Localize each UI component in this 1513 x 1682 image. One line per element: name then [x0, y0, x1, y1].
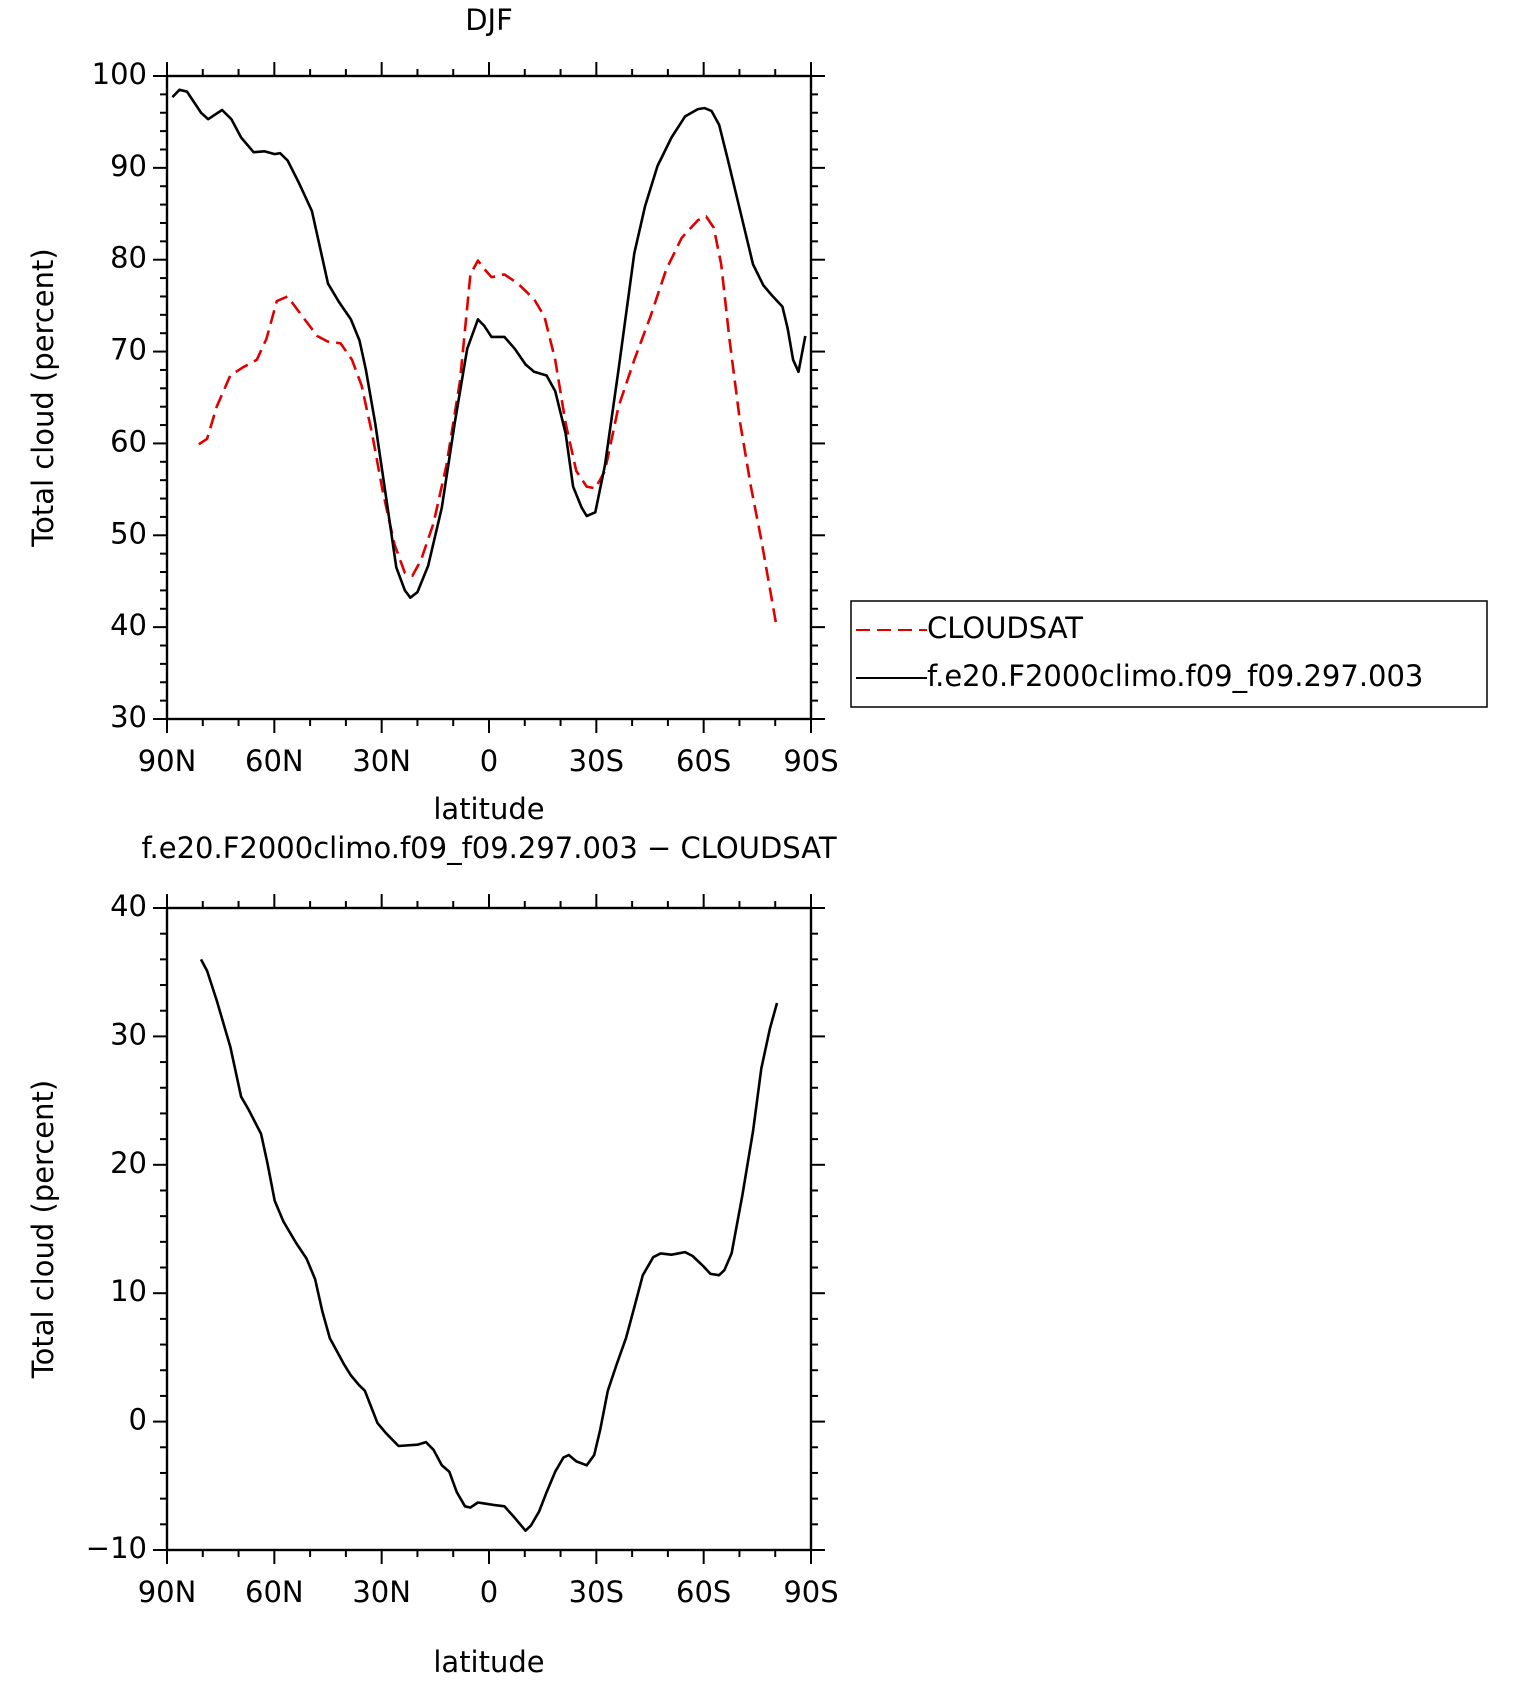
- chart-title: DJF: [465, 3, 513, 37]
- x-tick-label: 30S: [569, 1575, 624, 1609]
- y-tick-label: 90: [110, 149, 147, 183]
- x-tick-label: 90S: [783, 1575, 838, 1609]
- y-axis-label: Total cloud (percent): [26, 248, 60, 547]
- data-line: [171, 88, 807, 599]
- y-tick-label: 0: [129, 1403, 147, 1437]
- y-tick-label: 100: [92, 57, 147, 91]
- y-tick-label: 70: [110, 333, 147, 367]
- y-tick-label: 20: [110, 1146, 147, 1180]
- legend-box: [850, 600, 1488, 708]
- x-axis-label: latitude: [433, 792, 544, 826]
- data-line: [198, 215, 779, 630]
- y-tick-label: 30: [110, 700, 147, 734]
- chart-title: f.e20.F2000climo.f09_f09.297.003 − CLOUD…: [141, 831, 836, 865]
- x-tick-label: 0: [480, 744, 498, 778]
- x-tick-label: 30N: [352, 1575, 411, 1609]
- y-tick-label: 40: [110, 608, 147, 642]
- y-tick-label: 40: [110, 889, 147, 923]
- data-line: [199, 958, 779, 1532]
- x-tick-label: 30N: [352, 744, 411, 778]
- y-tick-label: −10: [86, 1531, 147, 1565]
- x-tick-label: 90N: [138, 1575, 197, 1609]
- plot-frame: [165, 74, 813, 721]
- x-tick-label: 30S: [569, 744, 624, 778]
- x-tick-label: 60S: [676, 744, 731, 778]
- x-tick-label: 90S: [783, 744, 838, 778]
- x-tick-label: 90N: [138, 744, 197, 778]
- y-tick-label: 50: [110, 516, 147, 550]
- legend-label: CLOUDSAT: [927, 611, 1083, 645]
- y-tick-label: 30: [110, 1017, 147, 1051]
- y-tick-label: 10: [110, 1274, 147, 1308]
- y-axis-label: Total cloud (percent): [26, 1080, 60, 1379]
- legend-label: f.e20.F2000climo.f09_f09.297.003: [927, 659, 1423, 693]
- y-tick-label: 60: [110, 424, 147, 458]
- x-tick-label: 60N: [245, 1575, 304, 1609]
- x-axis-label: latitude: [433, 1645, 544, 1679]
- y-tick-label: 80: [110, 241, 147, 275]
- x-tick-label: 60S: [676, 1575, 731, 1609]
- x-tick-label: 60N: [245, 744, 304, 778]
- x-tick-label: 0: [480, 1575, 498, 1609]
- plot-frame: [165, 906, 813, 1552]
